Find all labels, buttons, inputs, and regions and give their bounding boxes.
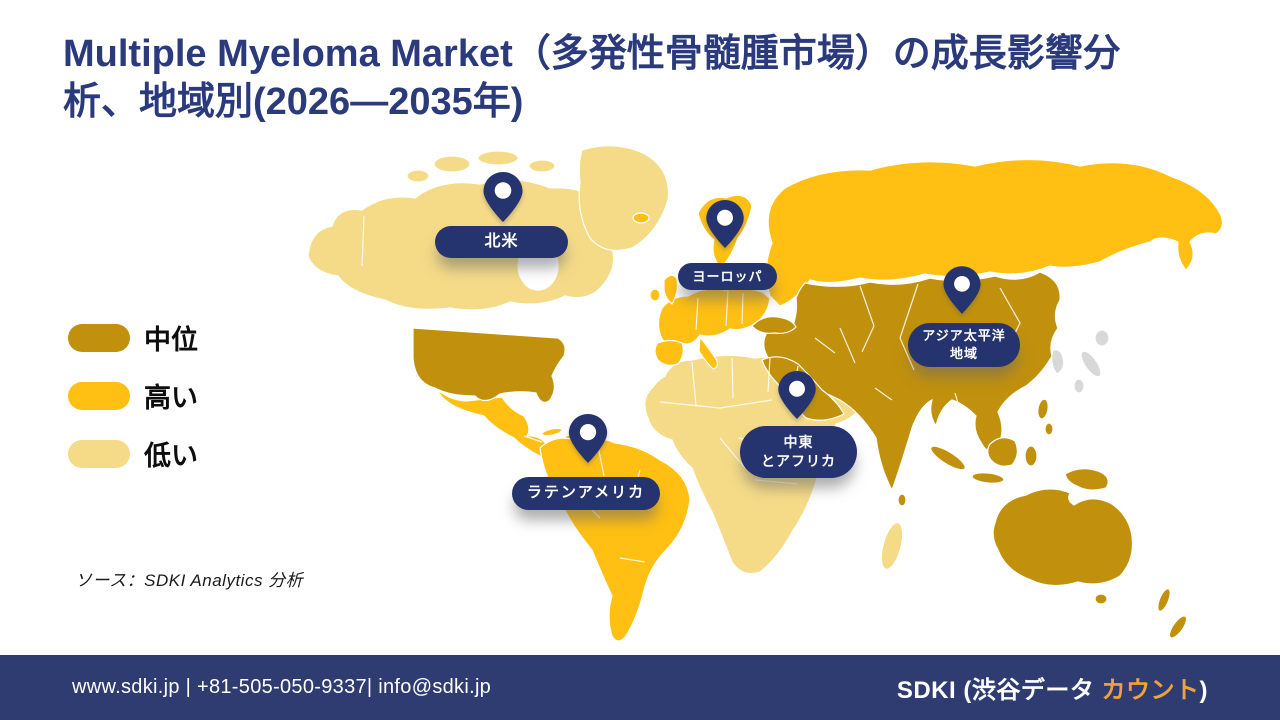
footer-brand: SDKI (渋谷データ カウント) (897, 670, 1208, 705)
map-label-text: ヨーロッパ (692, 268, 763, 284)
map-pin-latin-america (568, 414, 608, 463)
legend-swatch-low (68, 439, 130, 468)
legend-label-high: 高い (144, 383, 198, 413)
region-greenland (578, 145, 670, 251)
pin-dot (717, 209, 733, 226)
map-label-asia-pacific: アジア太平洋 地域 (908, 323, 1020, 367)
arctic-island (477, 150, 519, 166)
pin-dot (494, 182, 512, 199)
title-japanese-part2: 析、地域別(2026—2035年) (63, 81, 524, 123)
region-java (971, 472, 1005, 484)
legend-item-medium: 中位 (68, 318, 198, 357)
pin-dot (954, 275, 970, 292)
region-madagascar (880, 522, 904, 570)
region-tasmania (1094, 593, 1108, 605)
region-usa (412, 327, 566, 403)
map-pin-north-america (483, 172, 523, 222)
map-label-europe: ヨーロッパ (678, 263, 777, 290)
region-new-zealand-north (1157, 588, 1171, 612)
region-ireland (649, 288, 661, 302)
region-australia (992, 488, 1134, 587)
map-label-middle-east-africa: 中東 とアフリカ (740, 426, 857, 478)
source-note: ソース：SDKI Analytics 分析 (75, 571, 304, 590)
arctic-island (528, 159, 556, 173)
world-map (307, 145, 1224, 642)
map-label-latin-america: ラテンアメリカ (512, 477, 660, 510)
region-turkey (751, 316, 797, 334)
region-russia (765, 158, 1224, 307)
region-new-guinea (1064, 468, 1109, 491)
brand-highlight: カウント (1101, 677, 1200, 704)
title-english: Multiple Myeloma Market (63, 33, 513, 75)
region-sumatra (930, 445, 966, 471)
map-label-text: 中東 とアフリカ (761, 434, 836, 469)
legend: 中位 高い 低い (68, 318, 198, 492)
region-south-america (539, 437, 691, 642)
region-new-zealand-south (1168, 615, 1188, 639)
region-cuba (541, 427, 563, 437)
arctic-island (433, 155, 471, 173)
region-borneo (987, 437, 1018, 467)
region-sri-lanka (897, 493, 907, 507)
map-label-north-america: 北米 (435, 226, 568, 258)
legend-label-medium: 中位 (144, 325, 198, 355)
region-philippines-north (1037, 398, 1049, 420)
legend-swatch-medium (68, 323, 130, 352)
region-japan-hokkaido (1094, 329, 1110, 347)
region-korea (1051, 349, 1065, 375)
arctic-island (406, 169, 430, 183)
title-japanese-part1: （多発性骨髄腫市場）の成長影響分 (512, 33, 1121, 75)
pin-dot (579, 423, 597, 441)
map-label-text: 北米 (484, 233, 519, 251)
region-iberia (654, 339, 684, 366)
region-philippines-south (1044, 422, 1054, 436)
map-label-text: ラテンアメリカ (526, 484, 646, 502)
legend-item-high: 高い (68, 376, 198, 415)
region-sulawesi (1024, 445, 1038, 467)
region-iceland (632, 212, 650, 224)
pin-dot (789, 380, 805, 397)
brand-suffix: ) (1199, 677, 1208, 704)
region-italy (698, 335, 719, 370)
legend-label-low: 低い (144, 441, 198, 471)
region-japan-kyushu (1073, 378, 1085, 394)
region-uk (663, 274, 679, 305)
footer-contact: www.sdki.jp | +81-505-050-9337| info@sdk… (72, 676, 492, 698)
map-pin-middle-east-africa (778, 371, 816, 419)
region-japan-honshu (1080, 350, 1102, 378)
legend-swatch-high (68, 381, 130, 410)
legend-item-low: 低い (68, 434, 198, 473)
brand-prefix: SDKI (渋谷データ (896, 677, 1102, 704)
footer-bar: www.sdki.jp | +81-505-050-9337| info@sdk… (0, 655, 1280, 720)
map-pin-europe (706, 200, 744, 248)
map-label-text: アジア太平洋 地域 (922, 328, 1006, 361)
page-title: Multiple Myeloma Market（多発性骨髄腫市場）の成長影響分 … (63, 30, 1223, 126)
map-pin-asia-pacific (943, 266, 981, 314)
